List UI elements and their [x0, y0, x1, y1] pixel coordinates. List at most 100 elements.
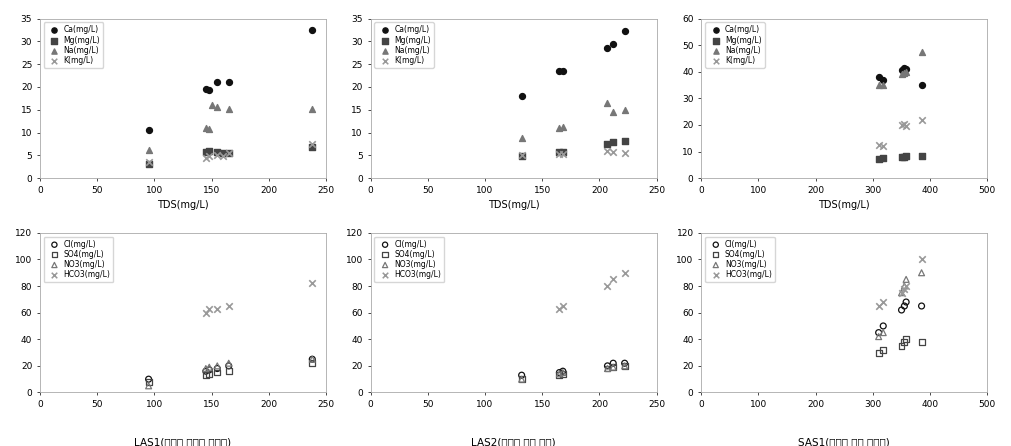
Point	[209, 365, 225, 372]
Point	[304, 140, 320, 148]
Point	[876, 298, 892, 306]
Point	[209, 369, 225, 376]
Point	[201, 366, 217, 373]
Point	[898, 298, 914, 306]
Point	[876, 347, 892, 354]
Legend: Cl(mg/L), SO4(mg/L), NO3(mg/L), HCO3(mg/L): Cl(mg/L), SO4(mg/L), NO3(mg/L), HCO3(mg/…	[705, 237, 774, 282]
Point	[304, 355, 320, 363]
Point	[209, 79, 225, 86]
Point	[551, 124, 567, 132]
Point	[617, 27, 633, 34]
Point	[897, 302, 913, 310]
Point	[141, 376, 157, 383]
Point	[201, 87, 217, 94]
Point	[914, 256, 930, 263]
Point	[220, 149, 237, 157]
Point	[870, 82, 887, 89]
Point	[606, 359, 622, 367]
Point	[209, 148, 225, 155]
Point	[600, 99, 616, 107]
Point	[600, 365, 616, 372]
Point	[606, 40, 622, 47]
Point	[220, 302, 237, 310]
Point	[551, 305, 567, 312]
Point	[617, 362, 633, 369]
Point	[894, 289, 910, 296]
Point	[555, 67, 571, 74]
Point	[514, 153, 530, 160]
Point	[894, 121, 910, 128]
Point	[198, 154, 214, 161]
Point	[606, 138, 622, 145]
Point	[304, 355, 320, 363]
Point	[894, 71, 910, 78]
Point	[898, 336, 914, 343]
Point	[209, 152, 225, 159]
Point	[600, 365, 616, 372]
Point	[897, 282, 913, 289]
Point	[201, 363, 217, 371]
Point	[606, 363, 622, 371]
Point	[898, 66, 914, 73]
Point	[555, 151, 571, 158]
Point	[304, 359, 320, 367]
Point	[870, 155, 887, 162]
Point	[617, 137, 633, 145]
X-axis label: TDS(mg/L): TDS(mg/L)	[488, 200, 540, 211]
Legend: Cl(mg/L), SO4(mg/L), NO3(mg/L), HCO3(mg/L): Cl(mg/L), SO4(mg/L), NO3(mg/L), HCO3(mg/…	[374, 237, 444, 282]
Point	[617, 149, 633, 157]
Point	[870, 349, 887, 356]
Point	[870, 333, 887, 340]
Point	[514, 152, 530, 159]
Point	[897, 153, 913, 161]
Point	[606, 108, 622, 116]
Point	[894, 154, 910, 161]
Point	[201, 305, 217, 312]
Point	[555, 369, 571, 376]
Point	[220, 79, 237, 86]
X-axis label: SAS1(대덕면 죽리 방류수): SAS1(대덕면 죽리 방류수)	[799, 437, 891, 446]
Point	[870, 329, 887, 336]
Point	[514, 372, 530, 379]
Point	[897, 339, 913, 346]
Point	[894, 289, 910, 296]
Legend: Ca(mg/L), Mg(mg/L), Na(mg/L), K(mg/L): Ca(mg/L), Mg(mg/L), Na(mg/L), K(mg/L)	[374, 22, 434, 68]
Point	[897, 70, 913, 77]
Point	[551, 370, 567, 377]
Point	[220, 362, 237, 369]
Point	[617, 362, 633, 369]
Point	[914, 302, 930, 310]
Point	[198, 372, 214, 379]
Point	[198, 86, 214, 93]
Point	[876, 76, 892, 83]
Point	[914, 152, 930, 159]
Legend: Cl(mg/L), SO4(mg/L), NO3(mg/L), HCO3(mg/L): Cl(mg/L), SO4(mg/L), NO3(mg/L), HCO3(mg/…	[43, 237, 113, 282]
Point	[897, 285, 913, 292]
Point	[876, 322, 892, 330]
Point	[555, 148, 571, 155]
Point	[555, 370, 571, 377]
Point	[514, 92, 530, 99]
Point	[209, 305, 225, 312]
Point	[514, 376, 530, 383]
Point	[876, 329, 892, 336]
Point	[600, 45, 616, 52]
Point	[141, 382, 157, 389]
Point	[215, 153, 232, 160]
Point	[551, 372, 567, 379]
Point	[201, 147, 217, 154]
Point	[897, 120, 913, 127]
Point	[914, 339, 930, 346]
Point	[201, 153, 217, 160]
Point	[600, 147, 616, 154]
Point	[600, 282, 616, 289]
Point	[141, 378, 157, 385]
Legend: Ca(mg/L), Mg(mg/L), Na(mg/L), K(mg/L): Ca(mg/L), Mg(mg/L), Na(mg/L), K(mg/L)	[43, 22, 103, 68]
Point	[898, 276, 914, 283]
Point	[551, 67, 567, 74]
Point	[898, 123, 914, 130]
Point	[876, 143, 892, 150]
Point	[551, 148, 567, 155]
Point	[514, 134, 530, 141]
Point	[600, 362, 616, 369]
